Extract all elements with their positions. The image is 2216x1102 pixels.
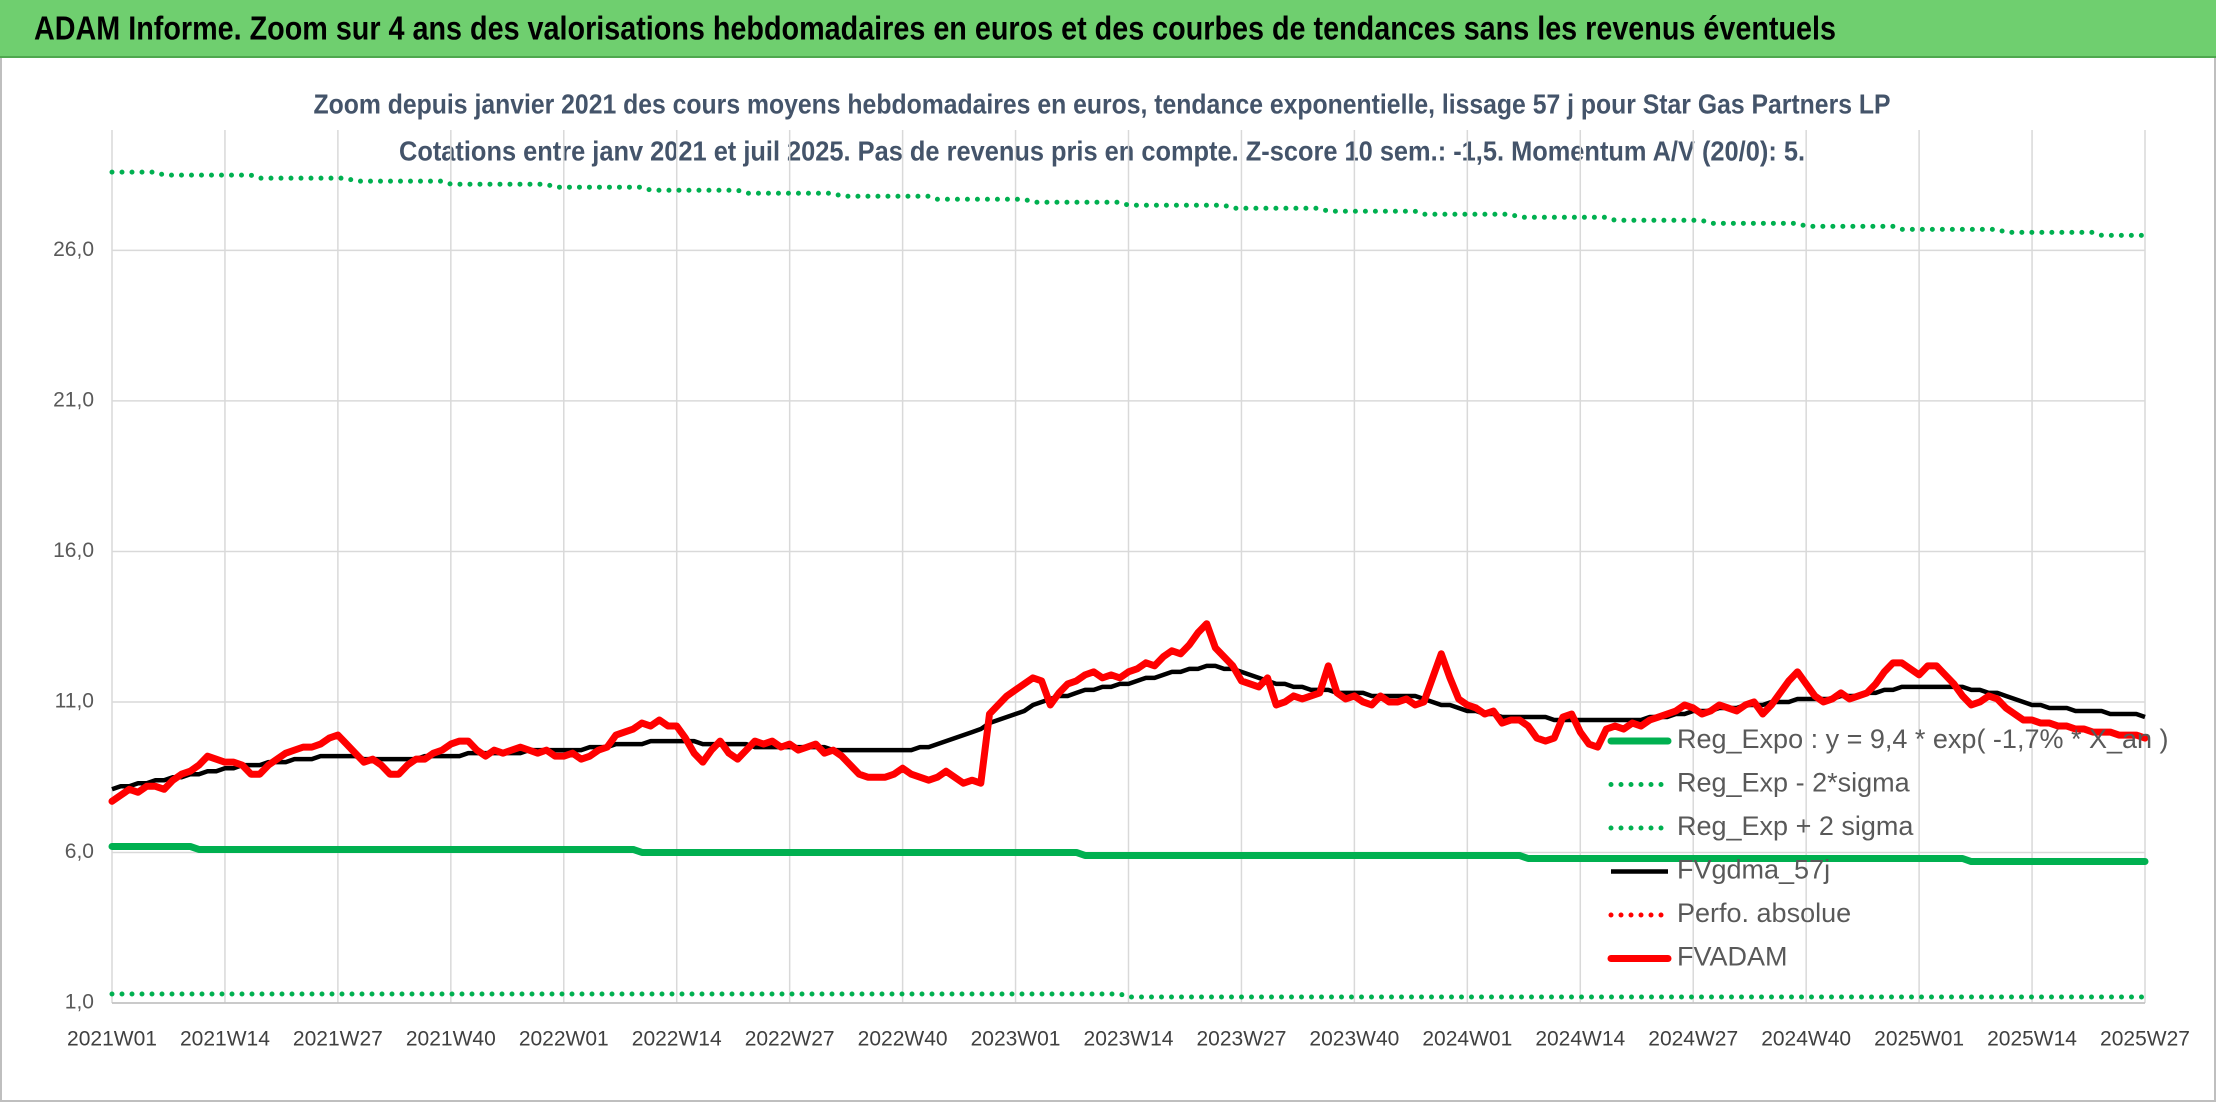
- grid: [111, 130, 2146, 1004]
- x-tick-label: 2021W27: [293, 1028, 383, 1051]
- x-tick-label: 2022W27: [745, 1028, 835, 1051]
- banner-title: ADAM Informe. Zoom sur 4 ans des valoris…: [34, 10, 1836, 47]
- legend-label: Reg_Exp - 2*sigma: [1677, 768, 1911, 798]
- legend-label: FVgdma_57j: [1677, 855, 1830, 885]
- x-tick-label: 2025W01: [1874, 1028, 1964, 1051]
- y-tick-label: 6,0: [65, 840, 94, 863]
- x-tick-label: 2023W01: [971, 1028, 1061, 1051]
- x-tick-label: 2023W14: [1084, 1028, 1174, 1051]
- x-tick-label: 2025W27: [2100, 1028, 2190, 1051]
- y-tick-label: 26,0: [53, 238, 94, 261]
- banner-background: [0, 0, 2216, 57]
- x-tick-label: 2025W14: [1987, 1028, 2077, 1051]
- axes: 1,0 6,0 11,0 16,0 21,0 26,0 2021W01 2021W14 2021…: [53, 238, 2190, 1051]
- x-tick-label: 2024W14: [1535, 1028, 1625, 1051]
- x-tick-label: 2024W01: [1422, 1028, 1512, 1051]
- series-line: [108, 620, 2149, 805]
- x-tick-label: 2021W01: [67, 1028, 157, 1051]
- legend-label: Reg_Expo : y = 9,4 * exp( -1,7% * X_an ): [1677, 724, 2169, 754]
- x-tick-label: 2023W40: [1309, 1028, 1399, 1051]
- x-tick-label: 2022W01: [519, 1028, 609, 1051]
- y-tick-label: 11,0: [55, 690, 94, 713]
- legend: Reg_Expo : y = 9,4 * exp( -1,7% * X_an )…: [1607, 724, 2169, 972]
- y-tick-label: 16,0: [53, 539, 94, 562]
- legend-label: Perfo. absolue: [1677, 898, 1851, 928]
- legend-label: Reg_Exp + 2 sigma: [1677, 811, 1914, 841]
- series-line: [109, 991, 2148, 1000]
- series-line: [108, 842, 2149, 866]
- y-tick-label: 1,0: [65, 991, 94, 1014]
- x-tick-label: 2021W14: [180, 1028, 270, 1051]
- series-line: [111, 663, 2146, 792]
- series-line: [109, 169, 2148, 238]
- series-lines: [108, 169, 2149, 1000]
- x-tick-label: 2024W40: [1761, 1028, 1851, 1051]
- x-tick-label: 2023W27: [1196, 1028, 1286, 1051]
- chart-subtitle: Cotations entre janv 2021 et juil 2025. …: [399, 135, 1805, 166]
- x-tick-label: 2022W40: [858, 1028, 948, 1051]
- x-tick-label: 2024W27: [1648, 1028, 1738, 1051]
- x-tick-label: 2022W14: [632, 1028, 722, 1051]
- chart-title: Zoom depuis janvier 2021 des cours moyen…: [314, 88, 1891, 119]
- x-tick-label: 2021W40: [406, 1028, 496, 1051]
- legend-label: FVADAM: [1677, 942, 1788, 972]
- y-tick-label: 21,0: [53, 388, 94, 411]
